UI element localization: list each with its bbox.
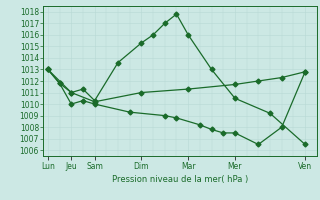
X-axis label: Pression niveau de la mer( hPa ): Pression niveau de la mer( hPa )	[112, 175, 248, 184]
